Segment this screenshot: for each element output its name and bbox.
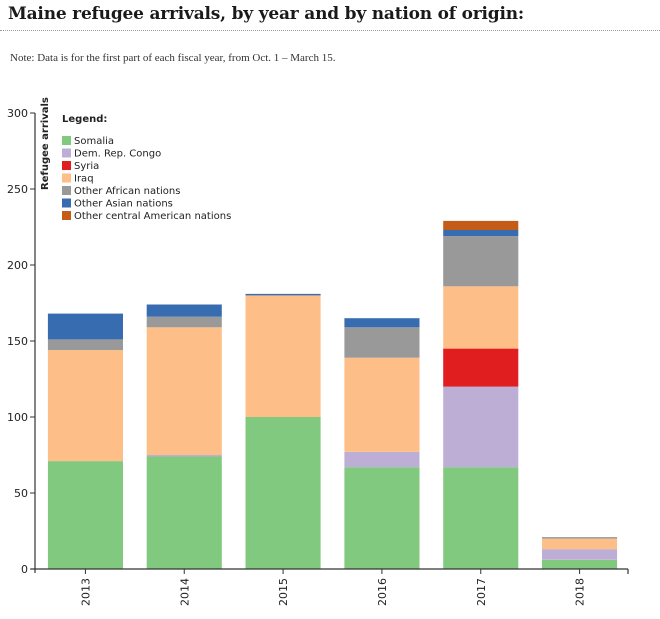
legend-label: Iraq [74,174,94,185]
y-axis: 0 50 100 150 200 250 300 [7,107,36,576]
legend-label: Other central American nations [74,211,231,222]
bar-segment-2016-iraq [344,357,420,452]
y-tick-label: 100 [7,411,28,424]
bar-segment-2018-somalia [542,559,618,569]
bar-segment-2013-other-asian-nations [47,313,123,340]
bar-segment-2014-somalia [146,456,222,569]
legend-title: Legend: [62,114,107,125]
y-tick-label: 0 [21,563,28,576]
bars-group [47,220,618,569]
chart-title: Maine refugee arrivals, by year and by n… [8,4,524,24]
y-tick-label: 150 [7,335,28,348]
bar-segment-2015-other-asian-nations [245,293,321,296]
bar-segment-2017-other-central-american-nations [443,220,519,230]
bar-segment-2014-iraq [146,327,222,455]
bar-segment-2015-somalia [245,417,321,569]
legend-label: Dem. Rep. Congo [74,149,161,160]
bar-segment-2017-other-asian-nations [443,230,519,237]
legend-swatch [62,186,71,195]
bar-segment-2014-other-african-nations [146,316,222,328]
y-tick-label: 300 [7,107,28,120]
x-tick-label: 2013 [79,578,92,606]
title-divider [0,30,660,31]
bar-segment-2013-other-african-nations [47,339,123,351]
legend-label: Syria [74,161,99,172]
x-tick-label: 2014 [178,578,191,606]
bar-segment-2016-dem-rep-congo [344,452,420,468]
x-tick-label: 2016 [376,578,389,606]
chart-note: Note: Data is for the first part of each… [10,52,336,64]
legend-swatch [62,136,71,145]
legend-swatch [62,173,71,183]
bar-segment-2017-syria [443,348,519,387]
bar-segment-2015-iraq [245,295,321,417]
bar-segment-2013-iraq [47,350,123,462]
legend-swatch [62,198,71,208]
bar-segment-2014-dem-rep-congo [146,455,222,457]
y-tick-label: 50 [14,487,28,500]
x-tick-label: 2018 [574,578,587,606]
legend-label: Other African nations [74,186,180,197]
y-tick-label: 200 [7,259,28,272]
bar-segment-2013-somalia [47,461,123,569]
y-axis-title: Refugee arrivals [40,97,51,190]
bar-segment-2017-iraq [443,286,519,349]
bar-segment-2016-somalia [344,467,420,569]
bar-segment-2016-other-african-nations [344,327,420,358]
bar-segment-2018-iraq [542,538,618,550]
y-tick-label: 250 [7,183,28,196]
legend-swatch [62,161,71,170]
bar-segment-2016-other-asian-nations [344,318,420,328]
bar-segment-2017-dem-rep-congo [443,386,519,468]
legend-label: Other Asian nations [74,199,173,210]
legend-swatch [62,148,71,158]
x-axis: 2013 2014 2015 2016 2017 2018 [31,568,629,606]
bar-segment-2017-somalia [443,467,519,569]
bar-segment-2018-dem-rep-congo [542,549,618,560]
bar-segment-2017-other-african-nations [443,236,519,287]
bar-segment-2014-other-asian-nations [146,304,222,317]
bar-segment-2018-other-african-nations [542,537,618,539]
x-tick-label: 2017 [475,578,488,606]
legend-swatch [62,211,71,220]
x-tick-label: 2015 [277,578,290,606]
legend-label: Somalia [74,136,114,147]
